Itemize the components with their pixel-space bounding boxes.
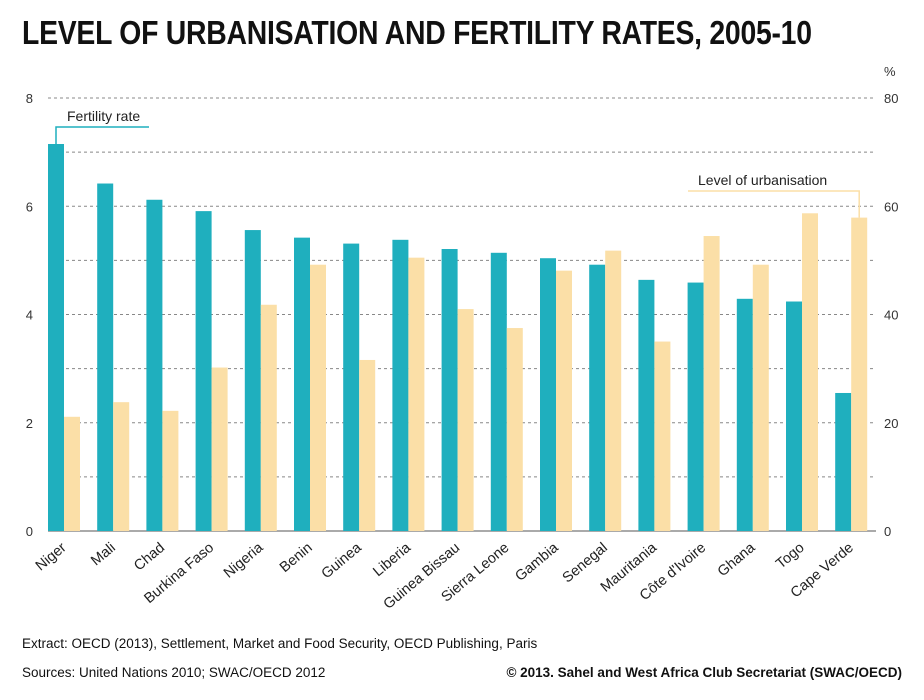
category-label: Benin [277, 540, 316, 576]
footer-sources: Sources: United Nations 2010; SWAC/OECD … [22, 665, 326, 680]
urbanisation-bar [408, 257, 425, 531]
urbanisation-bar [211, 367, 228, 531]
category-label: Liberia [370, 539, 414, 580]
urbanisation-bar [310, 264, 326, 531]
fertility-bar [343, 243, 360, 531]
fertility-bar [392, 239, 409, 531]
chart-title: LEVEL OF URBANISATION AND FERTILITY RATE… [22, 14, 812, 51]
fertility-bar [490, 252, 507, 532]
fertility-bar [589, 264, 606, 531]
urbanisation-bar [506, 328, 523, 531]
urbanisation-bar [605, 250, 622, 531]
category-label: Guinea [319, 539, 366, 582]
fertility-bar [736, 298, 753, 531]
legend-urbanisation-label: Level of urbanisation [698, 172, 827, 188]
fertility-bar [48, 144, 64, 531]
left-axis-tick-label: 2 [26, 416, 33, 431]
category-label: Nigeria [221, 539, 267, 581]
footer-copyright: © 2013. Sahel and West Africa Club Secre… [506, 665, 902, 680]
right-axis-tick-label: 60 [884, 199, 898, 214]
category-label: Chad [131, 540, 168, 575]
urbanisation-bar [64, 416, 80, 531]
urbanisation-bar [359, 359, 376, 531]
fertility-bar [195, 211, 212, 531]
fertility-bar [244, 230, 261, 531]
category-label: Gambia [512, 539, 562, 584]
urbanisation-bar [260, 304, 277, 531]
fertility-callout-line [55, 126, 149, 145]
left-axis-tick-label: 8 [26, 91, 33, 106]
urbanisation-bar [752, 264, 769, 531]
legend-fertility-label: Fertility rate [67, 108, 140, 124]
urbanisation-bar [457, 309, 474, 531]
urbanisation-bar [654, 341, 671, 531]
fertility-bar [146, 199, 163, 531]
right-axis-tick-label: 40 [884, 308, 898, 323]
urbanisation-bar [802, 213, 818, 531]
right-axis-tick-label: 0 [884, 524, 891, 539]
footer-extract: Extract: OECD (2013), Settlement, Market… [22, 636, 538, 651]
category-label: Niger [33, 540, 70, 575]
fertility-bar [687, 282, 704, 531]
urbanisation-callout-line [688, 190, 860, 218]
urbanisation-bar [113, 402, 130, 531]
urbanisation-bar [556, 270, 572, 531]
fertility-bar [540, 258, 556, 531]
right-axis-tick-label: 80 [884, 91, 898, 106]
right-axis-tick-label: 20 [884, 416, 898, 431]
fertility-bar [294, 237, 310, 531]
urbanisation-bar [162, 410, 179, 531]
urbanisation-bar [703, 236, 720, 532]
right-axis-unit: % [884, 64, 896, 79]
fertility-bar [835, 392, 852, 531]
category-label: Mali [88, 540, 119, 569]
category-label: Togo [773, 540, 807, 572]
fertility-bar [97, 183, 114, 531]
fertility-bar [441, 249, 458, 532]
left-axis-tick-label: 6 [26, 199, 33, 214]
left-axis-tick-label: 4 [26, 308, 33, 323]
fertility-bar [786, 301, 802, 531]
urbanisation-bar [851, 217, 868, 531]
fertility-bar [638, 279, 655, 531]
left-axis-tick-label: 0 [26, 524, 33, 539]
category-label: Ghana [715, 539, 759, 580]
